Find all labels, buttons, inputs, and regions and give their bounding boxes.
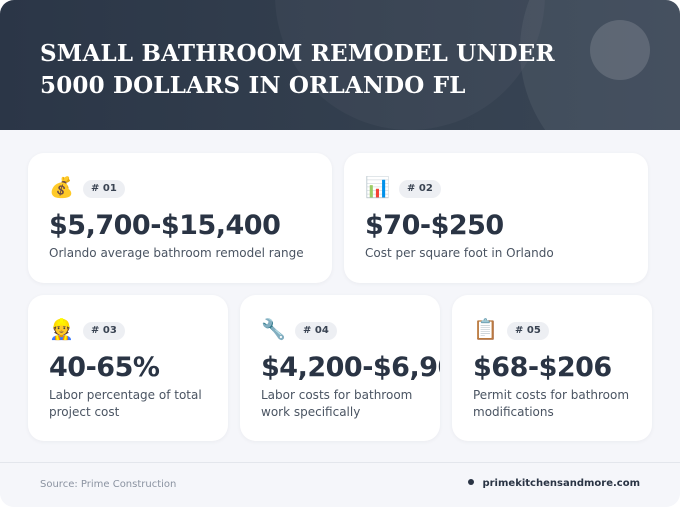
stat-value: 40-65%	[49, 352, 160, 383]
website-label: primekitchensandmore.com	[482, 478, 640, 489]
bar-chart-icon: 📊	[365, 175, 390, 199]
stat-value: $4,200-$6,900	[261, 352, 440, 383]
decorative-circle	[520, 0, 680, 130]
card-number-badge: # 05	[507, 322, 549, 340]
stat-description: Orlando average bathroom remodel range	[49, 246, 304, 260]
card-number-badge: # 03	[83, 322, 125, 340]
card-number-badge: # 04	[295, 322, 337, 340]
wrench-icon: 🔧	[261, 317, 286, 341]
money-bag-icon: 💰	[49, 175, 74, 199]
stat-value: $5,700-$15,400	[49, 210, 281, 241]
decorative-circle	[590, 20, 650, 80]
construction-worker-icon: 👷	[49, 317, 74, 341]
stat-value: $70-$250	[365, 210, 504, 241]
bullet-dot-icon	[468, 479, 475, 485]
stat-card-04: 🔧 # 04 $4,200-$6,900 Labor costs for bat…	[240, 295, 440, 441]
header-banner: SMALL BATHROOM REMODEL UNDER 5000 DOLLAR…	[0, 0, 680, 130]
stat-description: Labor costs for bathroom work specifical…	[261, 388, 413, 419]
stat-card-05: 📋 # 05 $68-$206 Permit costs for bathroo…	[452, 295, 652, 441]
stat-description: Labor percentage of total project cost	[49, 388, 202, 419]
footer: Source: Prime Construction primekitchens…	[0, 462, 680, 507]
card-number-badge: # 01	[83, 180, 125, 198]
stat-card-03: 👷 # 03 40-65% Labor percentage of total …	[28, 295, 228, 441]
clipboard-icon: 📋	[473, 317, 498, 341]
stat-description: Permit costs for bathroom modifications	[473, 388, 630, 419]
stat-value: $68-$206	[473, 352, 612, 383]
stat-card-02: 📊 # 02 $70-$250 Cost per square foot in …	[344, 153, 648, 283]
website-link[interactable]: primekitchensandmore.com	[468, 478, 640, 489]
stat-card-01: 💰 # 01 $5,700-$15,400 Orlando average ba…	[28, 153, 332, 283]
source-credit: Source: Prime Construction	[40, 479, 177, 490]
card-number-badge: # 02	[399, 180, 441, 198]
stat-description: Cost per square foot in Orlando	[365, 246, 554, 260]
page-title: SMALL BATHROOM REMODEL UNDER 5000 DOLLAR…	[40, 40, 555, 99]
